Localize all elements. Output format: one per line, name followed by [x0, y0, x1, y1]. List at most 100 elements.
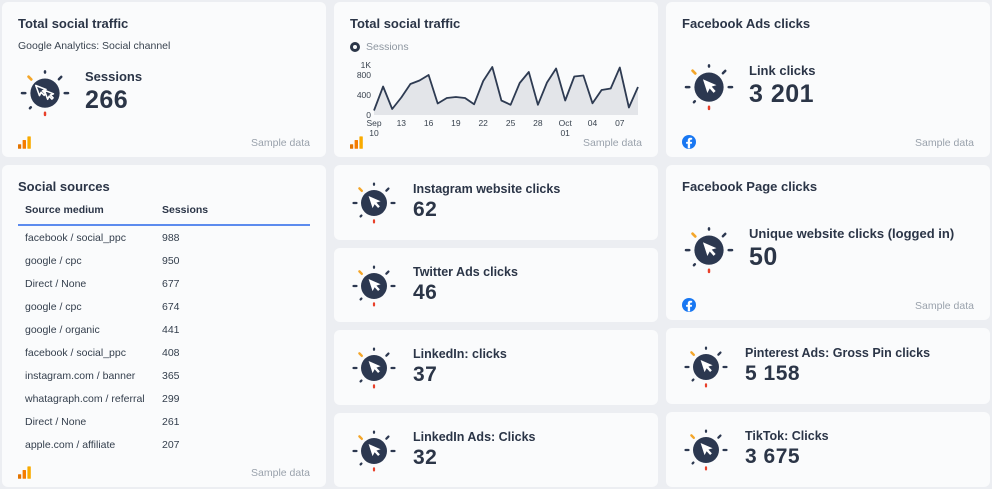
svg-text:25: 25 [506, 118, 516, 128]
google-analytics-icon [350, 136, 367, 149]
sample-data-label: Sample data [915, 137, 974, 149]
cell-sessions: 261 [162, 415, 180, 428]
widget-linkedin-ads-clicks[interactable]: LinkedIn Ads: Clicks 32 [334, 412, 658, 487]
metric-value: 37 [413, 363, 438, 387]
table-row: facebook / social_ppc 408 [18, 341, 310, 364]
cell-sessions: 441 [162, 323, 180, 336]
sample-data-label: Sample data [915, 300, 974, 312]
widget-title: Facebook Ads clicks [682, 16, 811, 31]
metric-label: Pinterest Ads: Gross Pin clicks [745, 345, 931, 360]
svg-text:800: 800 [357, 70, 371, 80]
click-burst-icon [350, 426, 398, 474]
facebook-icon [682, 135, 696, 149]
svg-text:13: 13 [397, 118, 407, 128]
metric-value: 266 [85, 86, 129, 114]
svg-text:16: 16 [424, 118, 434, 128]
cell-source: facebook / social_ppc [25, 231, 126, 244]
svg-text:01: 01 [560, 128, 570, 138]
facebook-icon [682, 298, 696, 312]
cell-sessions: 207 [162, 438, 180, 451]
metric-label: LinkedIn Ads: Clicks [413, 429, 536, 444]
widget-title: Total social traffic [18, 16, 129, 31]
table-row: google / cpc 950 [18, 249, 310, 272]
cell-source: apple.com / affiliate [25, 438, 116, 451]
cell-sessions: 408 [162, 346, 180, 359]
chart-legend[interactable]: Sessions [350, 41, 642, 53]
legend-label: Sessions [366, 41, 409, 53]
metric-label: Instagram website clicks [413, 182, 561, 197]
cell-source: Direct / None [25, 415, 87, 428]
sample-data-label: Sample data [251, 467, 310, 479]
metric-label: Unique website clicks (logged in) [749, 226, 955, 241]
widget-linkedin-clicks[interactable]: LinkedIn: clicks 37 [334, 330, 658, 405]
table-row: facebook / social_ppc 988 [18, 226, 310, 249]
metric-value: 46 [413, 280, 438, 304]
metric-label: Twitter Ads clicks [413, 264, 518, 279]
svg-text:28: 28 [533, 118, 543, 128]
svg-text:Oct: Oct [559, 118, 573, 128]
table-row: google / cpc 674 [18, 295, 310, 318]
widget-title: Social sources [18, 179, 110, 194]
sample-data-label: Sample data [583, 137, 642, 149]
metric-value: 50 [749, 243, 778, 271]
cell-source: facebook / social_ppc [25, 346, 126, 359]
google-analytics-icon [18, 136, 35, 149]
svg-text:19: 19 [451, 118, 461, 128]
table-body: facebook / social_ppc 988 google / cpc 950… [18, 226, 310, 456]
click-burst-double-cursor-icon [18, 65, 72, 119]
cell-source: google / cpc [25, 300, 82, 313]
legend-ring-icon [350, 42, 360, 52]
widget-pinterest-ads-gross-pin-clicks[interactable]: Pinterest Ads: Gross Pin clicks 5 158 [666, 328, 990, 404]
metric-value: 3 675 [745, 445, 801, 469]
table-row: Direct / None 261 [18, 410, 310, 433]
metric-label: LinkedIn: clicks [413, 347, 507, 362]
click-burst-icon [682, 59, 736, 113]
metric-label: Sessions [85, 69, 143, 84]
cell-sessions: 950 [162, 254, 180, 267]
widget-total-social-traffic-number[interactable]: Total social traffic Google Analytics: S… [2, 2, 326, 157]
metric-value: 62 [413, 198, 438, 222]
table-row: apple.com / affiliate 207 [18, 433, 310, 456]
svg-text:0: 0 [366, 110, 371, 120]
widget-subtitle: Google Analytics: Social channel [18, 40, 171, 52]
metric-value: 32 [413, 445, 438, 469]
svg-text:Sep: Sep [366, 118, 381, 128]
click-burst-icon [350, 178, 398, 226]
cell-source: instagram.com / banner [25, 369, 136, 382]
widget-title: Total social traffic [350, 16, 461, 31]
cell-sessions: 677 [162, 277, 180, 290]
widget-facebook-ads-clicks[interactable]: Facebook Ads clicks Link clicks 3 201 Sa… [666, 2, 990, 157]
click-burst-icon [682, 342, 730, 390]
metric-value: 5 158 [745, 361, 801, 385]
svg-text:04: 04 [588, 118, 598, 128]
column-middle: Total social traffic Sessions 0 400 800 1K S… [334, 2, 658, 487]
widget-tiktok-clicks[interactable]: TikTok: Clicks 3 675 [666, 411, 990, 487]
column-right: Facebook Ads clicks Link clicks 3 201 Sa… [666, 2, 990, 487]
cell-sessions: 299 [162, 392, 180, 405]
widget-twitter-ads-clicks[interactable]: Twitter Ads clicks 46 [334, 247, 658, 322]
table-header-row: Source medium Sessions [18, 204, 310, 226]
widget-social-sources[interactable]: Social sources Source medium Sessions fa… [2, 165, 326, 487]
click-burst-icon [682, 222, 736, 276]
svg-text:22: 22 [478, 118, 488, 128]
svg-text:1K: 1K [361, 60, 372, 70]
cell-source: google / cpc [25, 254, 82, 267]
column-left: Total social traffic Google Analytics: S… [2, 2, 326, 487]
table-row: google / organic 441 [18, 318, 310, 341]
widget-total-social-traffic-chart[interactable]: Total social traffic Sessions 0 400 800 1K S… [334, 2, 658, 157]
widget-facebook-page-clicks[interactable]: Facebook Page clicks Unique website clic… [666, 165, 990, 320]
svg-text:07: 07 [615, 118, 625, 128]
svg-text:400: 400 [357, 90, 371, 100]
widget-instagram-website-clicks[interactable]: Instagram website clicks 62 [334, 165, 658, 240]
column-header-sessions[interactable]: Sessions [162, 204, 209, 216]
cell-sessions: 674 [162, 300, 180, 313]
column-header-source-medium[interactable]: Source medium [25, 204, 104, 216]
sample-data-label: Sample data [251, 137, 310, 149]
table-row: instagram.com / banner 365 [18, 364, 310, 387]
google-analytics-icon [18, 466, 35, 479]
cell-sessions: 365 [162, 369, 180, 382]
metric-value: 3 201 [749, 80, 815, 108]
svg-text:10: 10 [369, 128, 379, 138]
